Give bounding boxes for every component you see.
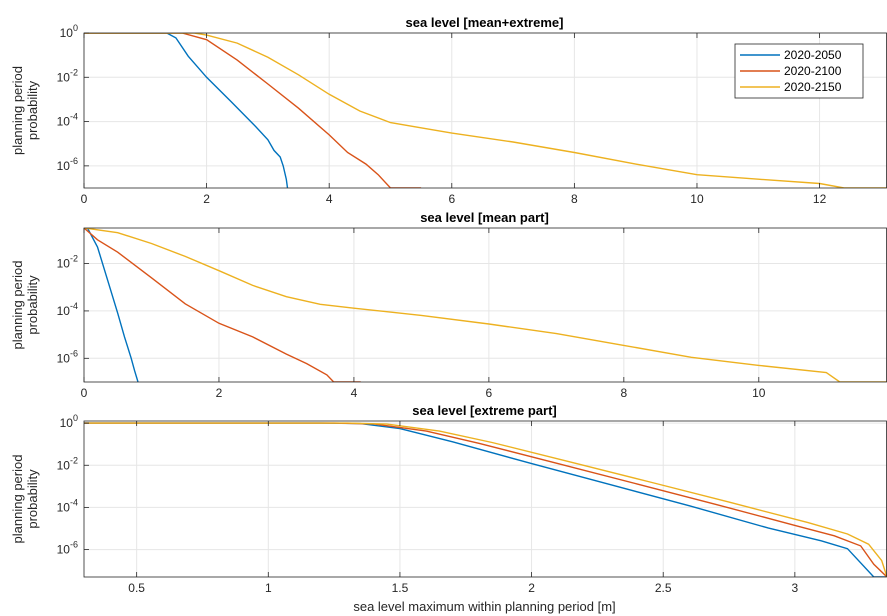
y-tick-label: 100 xyxy=(60,413,78,430)
plot-area xyxy=(84,228,887,382)
x-axis-label: sea level maximum within planning period… xyxy=(353,599,615,614)
x-tick-label: 2.5 xyxy=(655,581,672,595)
y-tick-label: 10-4 xyxy=(57,301,78,318)
x-tick-label: 12 xyxy=(813,192,827,206)
y-tick-label: 10-2 xyxy=(57,254,78,271)
series-line-2020-2100 xyxy=(84,33,422,188)
y-axis-label: planning period xyxy=(10,261,25,350)
x-tick-label: 8 xyxy=(571,192,578,206)
series-line-2020-2150 xyxy=(84,422,887,577)
chart-title: sea level [mean+extreme] xyxy=(406,15,564,30)
x-tick-label: 2 xyxy=(203,192,210,206)
series-line-2020-2150 xyxy=(84,33,887,188)
series-line-2020-2100 xyxy=(84,228,361,382)
legend-label: 2020-2050 xyxy=(784,48,842,62)
x-tick-label: 0.5 xyxy=(128,581,145,595)
y-axis-label: probability xyxy=(25,80,40,140)
series-line-2020-2150 xyxy=(84,228,887,382)
y-tick-label: 10-6 xyxy=(57,348,78,365)
x-tick-label: 4 xyxy=(326,192,333,206)
y-tick-label: 10-2 xyxy=(57,455,78,472)
y-tick-label: 10-4 xyxy=(57,497,78,514)
x-tick-label: 1.5 xyxy=(392,581,409,595)
y-tick-label: 10-2 xyxy=(57,67,78,84)
x-tick-label: 3 xyxy=(792,581,799,595)
x-tick-label: 10 xyxy=(752,386,766,400)
y-tick-label: 10-6 xyxy=(57,540,78,557)
y-tick-label: 100 xyxy=(60,23,78,40)
y-axis-label: planning period xyxy=(10,455,25,544)
x-tick-label: 0 xyxy=(81,192,88,206)
x-tick-label: 1 xyxy=(265,581,272,595)
chart-panel-1: 0 2 4 6 8 10 12 100 10-2 10-4 10-6 sea level [mean+… xyxy=(10,15,887,206)
x-tick-label: 10 xyxy=(690,192,704,206)
y-tick-label: 10-4 xyxy=(57,112,78,129)
series-line-2020-2050 xyxy=(84,33,289,188)
y-axis-label: probability xyxy=(25,469,40,529)
y-axis-label: planning period xyxy=(10,66,25,155)
y-axis-label: probability xyxy=(25,275,40,335)
legend-label: 2020-2100 xyxy=(784,64,842,78)
x-tick-label: 6 xyxy=(486,386,493,400)
chart-title: sea level [extreme part] xyxy=(412,403,557,418)
chart-panel-2: 0 2 4 6 8 10 10-2 10-4 10-6 sea level [mean part]… xyxy=(10,210,887,400)
x-tick-label: 0 xyxy=(81,386,88,400)
x-tick-label: 2 xyxy=(528,581,535,595)
plot-area xyxy=(84,421,887,577)
y-tick-label: 10-6 xyxy=(57,156,78,173)
x-tick-label: 8 xyxy=(620,386,627,400)
legend-label: 2020-2150 xyxy=(784,80,842,94)
legend: 2020-2050 2020-2100 2020-2150 xyxy=(734,43,864,99)
chart-panel-3: 0.5 1 1.5 2 2.5 3 100 10-2 10-4 10-6 sea level [ex… xyxy=(10,403,887,614)
x-tick-label: 6 xyxy=(448,192,455,206)
chart-title: sea level [mean part] xyxy=(420,210,549,225)
x-tick-label: 4 xyxy=(351,386,358,400)
x-tick-label: 2 xyxy=(216,386,223,400)
